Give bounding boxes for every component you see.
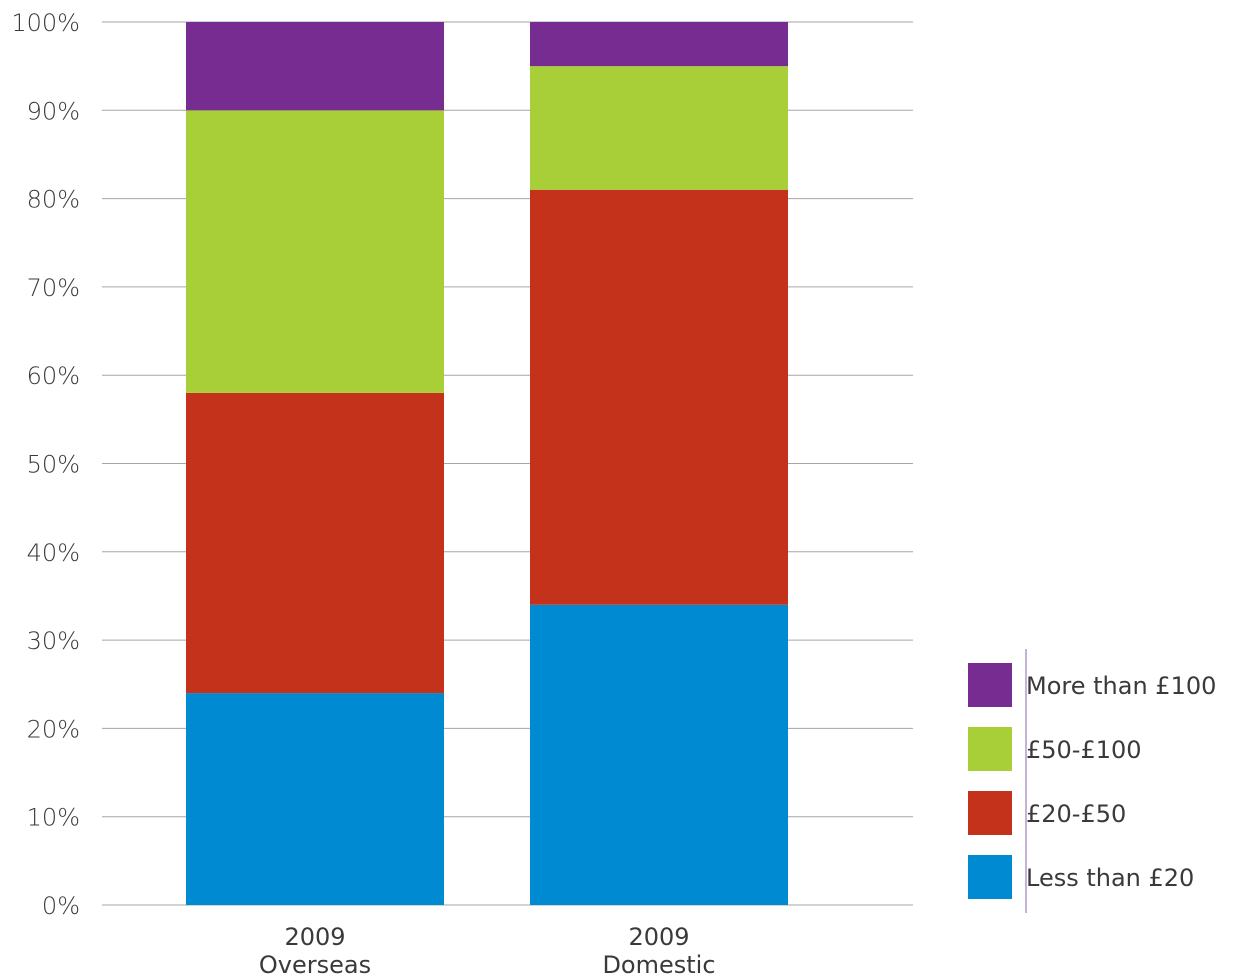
legend-swatch [968,791,1012,835]
y-tick-label: 50% [27,451,80,479]
legend-label: More than £100 [1026,672,1216,700]
bar-segment [530,604,788,905]
bars [186,22,788,905]
legend-label: Less than £20 [1026,864,1194,892]
bar-segment [186,22,444,111]
bar-segment [530,22,788,67]
y-tick-label: 100% [11,9,80,37]
y-tick-label: 0% [42,892,80,920]
legend-label: £20-£50 [1026,800,1126,828]
bar-segment [186,392,444,694]
bar-segment [530,189,788,605]
legend-label: £50-£100 [1026,736,1142,764]
legend-swatch [968,663,1012,707]
y-tick-label: 40% [27,539,80,567]
y-tick-label: 70% [27,274,80,302]
x-category-label: Domestic [602,951,715,979]
legend: More than £100 £50-£100 £20-£50 Less than £… [968,649,1216,913]
y-tick-label: 90% [27,97,80,125]
x-category-label: Overseas [259,951,371,979]
y-tick-label: 20% [27,715,80,743]
y-axis-tick-labels: 0% 10% 20% 30% 40% 50% 60% 70% 80% 90% 100% [11,9,80,920]
y-tick-label: 60% [27,362,80,390]
bar-segment [186,110,444,393]
x-category-label: 2009 [284,923,345,951]
y-tick-label: 30% [27,627,80,655]
x-category-label: 2009 [628,923,689,951]
y-tick-label: 80% [27,186,80,214]
bar-segment [530,66,788,190]
y-tick-label: 10% [27,804,80,832]
bar-segment [186,693,444,905]
legend-swatch [968,855,1012,899]
legend-swatch [968,727,1012,771]
